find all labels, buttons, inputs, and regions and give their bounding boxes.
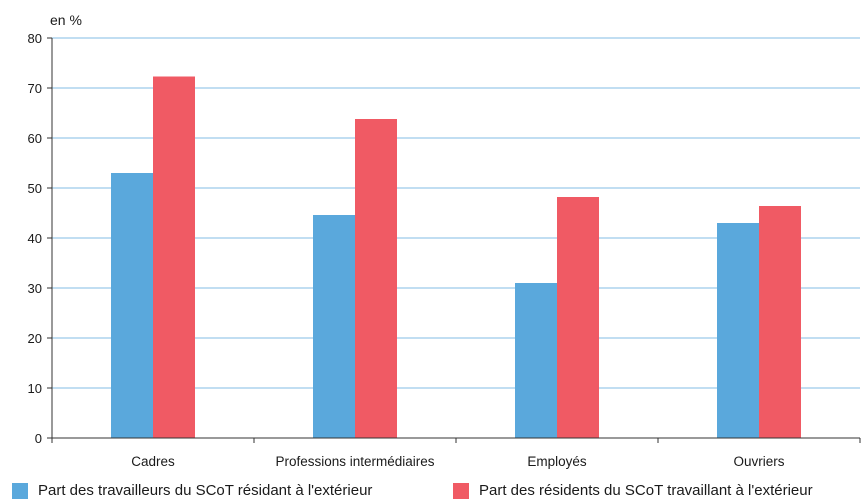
bar-series-1 <box>111 173 153 438</box>
y-tick-label: 10 <box>28 381 42 396</box>
y-axis: 0 10 20 30 40 50 60 70 80 <box>28 31 53 446</box>
bar-series-2 <box>355 119 397 438</box>
bar-chart: 0 10 20 30 40 50 60 70 80 Cadres Professions inte… <box>28 31 861 469</box>
legend-item-series-2: Part des résidents du SCoT travaillant à… <box>453 482 813 499</box>
legend-swatch-series-2 <box>453 482 469 499</box>
y-tick-label: 80 <box>28 31 42 46</box>
bar-series-1 <box>515 283 557 438</box>
bar-series-1 <box>717 223 759 438</box>
y-tick-label: 20 <box>28 331 42 346</box>
y-tick-label: 70 <box>28 81 42 96</box>
y-tick-label: 30 <box>28 281 42 296</box>
y-tick-label: 50 <box>28 181 42 196</box>
x-category-label: Professions intermédiaires <box>275 454 434 469</box>
legend-label-series-2: Part des résidents du SCoT travaillant à… <box>479 482 813 499</box>
y-tick-label: 60 <box>28 131 42 146</box>
bar-series-2 <box>557 197 599 438</box>
legend-swatch-series-1 <box>12 482 28 499</box>
bar-series-1 <box>313 215 355 438</box>
y-tick-label: 0 <box>35 431 42 446</box>
y-tick-label: 40 <box>28 231 42 246</box>
bars <box>111 76 801 438</box>
legend-item-series-1: Part des travailleurs du SCoT résidant à… <box>12 482 372 499</box>
y-unit-label: en % <box>50 12 82 28</box>
legend-label-series-1: Part des travailleurs du SCoT résidant à… <box>38 482 373 499</box>
x-category-label: Employés <box>527 454 587 469</box>
x-category-label: Ouvriers <box>733 454 784 469</box>
bar-series-2 <box>153 76 195 438</box>
bar-series-2 <box>759 206 801 438</box>
x-axis: Cadres Professions intermédiaires Employés… <box>51 437 861 469</box>
x-category-label: Cadres <box>131 454 175 469</box>
legend: Part des travailleurs du SCoT résidant à… <box>0 480 863 504</box>
